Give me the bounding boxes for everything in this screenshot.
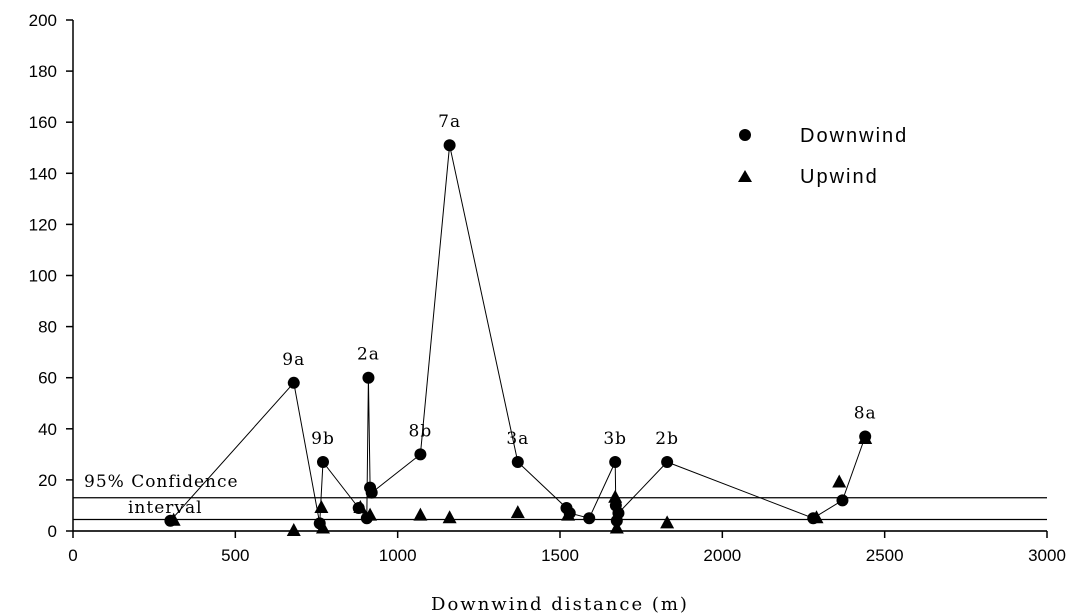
legend-downwind-label: Downwind <box>800 125 908 147</box>
y-tick-label: 160 <box>29 113 57 132</box>
upwind-point <box>510 505 525 519</box>
point-annotations: 9a 9b 2a 8b 7a 3a 3b 2b 8a <box>282 112 877 449</box>
downwind-point <box>362 371 375 384</box>
upwind-point <box>832 474 847 488</box>
x-tick-label: 3000 <box>1028 546 1066 565</box>
x-tick-label: 0 <box>68 546 77 565</box>
downwind-point <box>609 456 622 469</box>
y-tick-label: 40 <box>38 420 57 439</box>
x-tick-label: 2500 <box>866 546 904 565</box>
upwind-point <box>561 507 576 521</box>
x-tick-label: 2000 <box>703 546 741 565</box>
upwind-point <box>166 512 181 526</box>
y-tick-label: 100 <box>29 267 57 286</box>
y-tick-label: 0 <box>48 522 57 541</box>
y-tick-label: 200 <box>29 11 57 30</box>
annotation-label: 3b <box>603 429 627 449</box>
annotation-label: 8a <box>854 403 877 423</box>
upwind-point <box>353 500 368 514</box>
annotation-label: 2b <box>655 429 679 449</box>
upwind-point <box>858 431 873 445</box>
annotation-label: 3a <box>506 429 529 449</box>
y-tick-label: 180 <box>29 62 57 81</box>
upwind-point <box>442 510 457 524</box>
axes <box>72 20 1047 532</box>
annotation-label: 9b <box>311 429 335 449</box>
annotation-label: 8b <box>409 421 433 441</box>
x-axis-label: Downwind distance (m) <box>431 594 689 615</box>
upwind-point <box>286 523 301 536</box>
downwind-point <box>583 512 596 525</box>
y-tick-label: 80 <box>38 318 57 337</box>
downwind-point <box>661 456 674 469</box>
downwind-point <box>443 139 456 152</box>
downwind-point <box>612 507 625 520</box>
legend-downwind-marker <box>739 129 751 141</box>
upwind-point <box>609 520 624 534</box>
upwind-point <box>608 489 623 503</box>
upwind-point <box>809 510 824 524</box>
annotation-label: 7a <box>438 112 461 132</box>
downwind-point <box>287 376 300 389</box>
confidence-label-line1: 95% Confidence <box>84 472 239 492</box>
reference-lines <box>73 497 1047 532</box>
legend-upwind-marker <box>738 170 752 182</box>
annotation-label: 9a <box>282 350 305 370</box>
x-tick-label: 500 <box>221 546 249 565</box>
upwind-point <box>413 507 428 521</box>
downwind-point <box>836 494 849 507</box>
data-points <box>164 139 873 536</box>
upwind-point <box>314 500 329 514</box>
x-tick-label: 1000 <box>379 546 417 565</box>
upwind-point <box>315 520 330 534</box>
downwind-point <box>511 456 524 469</box>
downwind-point <box>414 448 427 461</box>
y-tick-label: 60 <box>38 369 57 388</box>
downwind-point <box>365 486 378 499</box>
x-tick-label: 1500 <box>541 546 579 565</box>
downwind-point <box>316 456 329 469</box>
upwind-point <box>660 515 675 529</box>
y-tick-label: 140 <box>29 164 57 183</box>
y-tick-label: 120 <box>29 215 57 234</box>
y-tick-label: 20 <box>38 471 57 490</box>
confidence-label-line2: interval <box>128 498 203 518</box>
annotation-label: 2a <box>357 345 380 365</box>
upwind-point <box>363 507 378 521</box>
legend-upwind-label: Upwind <box>800 166 879 188</box>
legend: Downwind Upwind <box>738 125 908 188</box>
